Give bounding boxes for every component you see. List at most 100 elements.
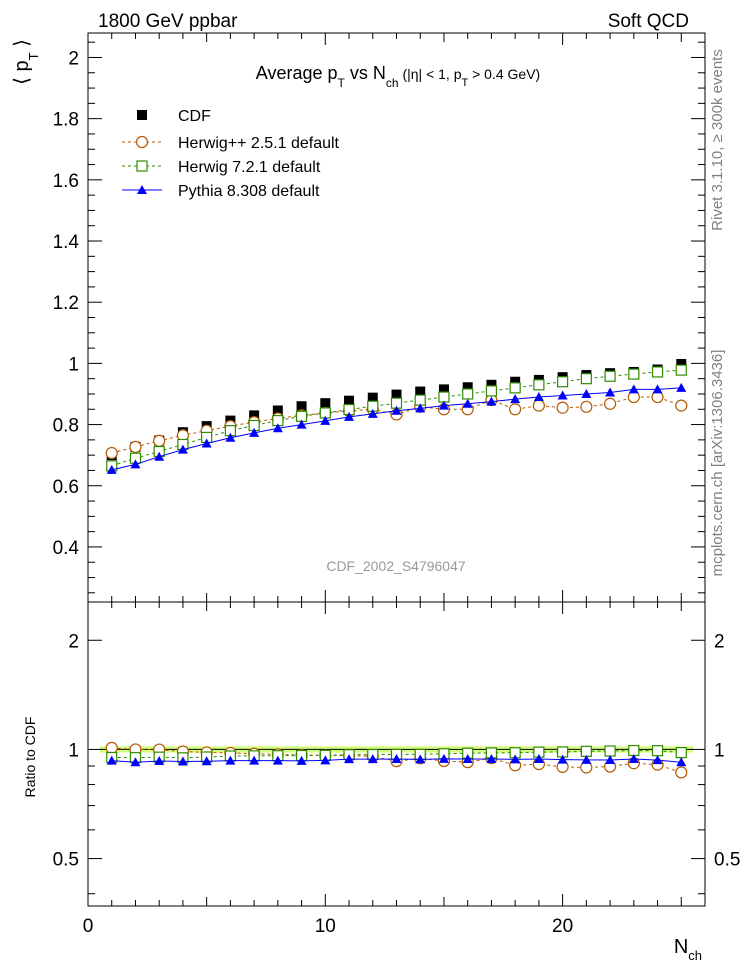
lower-point-pythia xyxy=(320,755,331,765)
upper-point-herwig7 xyxy=(509,382,521,394)
upper-y-tick-label: 1.6 xyxy=(53,171,79,192)
lower-y-tick-label-right: 2 xyxy=(714,631,725,652)
upper-point-pythia xyxy=(676,382,687,392)
lower-point-pythia xyxy=(533,753,544,763)
header-left: 1800 GeV ppbar xyxy=(98,11,238,32)
upper-point-cdf xyxy=(462,382,473,393)
upper-point-pythia xyxy=(296,419,307,429)
lower-point-pythia xyxy=(486,753,497,763)
upper-point-herwig7 xyxy=(485,385,498,397)
legend-marker-herwig7 xyxy=(136,160,148,172)
upper-point-herwigpp xyxy=(556,401,569,414)
upper-point-herwig7 xyxy=(533,379,545,391)
upper-point-pythia xyxy=(154,451,165,461)
legend-marker-pythia xyxy=(137,185,147,194)
upper-point-cdf xyxy=(676,358,687,369)
lower-point-pythia xyxy=(676,757,687,767)
upper-point-cdf xyxy=(415,386,426,397)
upper-point-herwig7 xyxy=(438,391,450,403)
upper-point-pythia xyxy=(415,403,426,413)
upper-point-herwig7 xyxy=(604,370,616,382)
upper-point-pythia xyxy=(533,392,544,402)
lower-point-herwigpp xyxy=(105,741,118,754)
upper-point-pythia xyxy=(605,387,616,397)
lower-point-pythia xyxy=(367,754,378,764)
upper-panel-ticks: 0.4 0.6 0.8 1 1.2 1.4 1.6 1.8 2 xyxy=(53,33,706,602)
upper-point-herwig7 xyxy=(580,373,592,385)
lower-point-pythia xyxy=(628,753,639,763)
side-text-upper: Rivet 3.1.10, ≥ 300k events xyxy=(709,49,726,231)
upper-y-tick-label: 0.8 xyxy=(53,416,79,437)
upper-y-tick-label: 0.4 xyxy=(53,538,80,559)
upper-point-herwigpp xyxy=(580,400,593,413)
lower-panel-ticks: 0 10 20 0.5 0.5 1 1 2 2 xyxy=(53,602,740,937)
upper-point-pythia xyxy=(130,459,141,469)
upper-point-cdf xyxy=(391,389,402,400)
x-axis-label: Nch xyxy=(674,936,702,963)
lower-point-herwig7 xyxy=(675,747,687,759)
upper-title: Average pT vs Nch (|η| < 1, pT > 0.4 GeV… xyxy=(256,63,540,90)
lower-y-axis-label: Ratio to CDF xyxy=(22,717,38,798)
upper-point-herwigpp xyxy=(675,399,688,412)
legend-label-herwigpp: Herwig++ 2.5.1 default xyxy=(178,135,340,152)
upper-point-pythia xyxy=(320,415,331,425)
upper-y-tick-label: 1.2 xyxy=(53,293,79,314)
upper-point-pythia xyxy=(106,464,117,474)
lower-point-pythia xyxy=(652,755,663,765)
x-tick-label: 20 xyxy=(552,916,573,937)
lower-point-pythia xyxy=(438,753,449,763)
upper-point-herwig7 xyxy=(675,364,687,376)
lower-point-pythia xyxy=(581,754,592,764)
upper-point-pythia xyxy=(462,398,473,408)
upper-point-herwig7 xyxy=(557,376,569,388)
upper-point-pythia xyxy=(272,423,283,433)
x-tick-label: 10 xyxy=(315,916,336,937)
upper-point-cdf xyxy=(438,384,449,395)
upper-point-herwig7 xyxy=(462,388,474,400)
upper-point-herwigpp xyxy=(129,440,142,454)
upper-y-tick-label: 0.6 xyxy=(53,477,79,498)
upper-point-pythia xyxy=(177,444,188,454)
upper-point-herwigpp xyxy=(603,397,617,410)
upper-y-tick-label: 1.8 xyxy=(53,110,79,131)
lower-point-pythia xyxy=(296,755,307,765)
lower-point-herwig7 xyxy=(604,745,616,757)
legend-marker-herwigpp xyxy=(135,135,149,149)
upper-point-pythia xyxy=(201,438,212,448)
upper-point-herwigpp xyxy=(509,403,522,416)
upper-point-cdf xyxy=(296,401,307,412)
lower-point-pythia xyxy=(225,755,236,765)
upper-point-cdf xyxy=(367,392,378,403)
legend-label-cdf: CDF xyxy=(178,108,211,125)
upper-point-pythia xyxy=(486,396,497,406)
lower-point-pythia xyxy=(415,754,426,764)
upper-point-pythia xyxy=(225,432,236,442)
lower-point-pythia xyxy=(249,755,260,765)
legend-marker-cdf xyxy=(137,110,147,120)
lower-y-tick-label-right: 1 xyxy=(714,740,725,761)
upper-point-pythia xyxy=(249,427,260,437)
upper-point-cdf xyxy=(510,376,521,387)
upper-point-pythia xyxy=(438,400,449,410)
legend-label-herwig7: Herwig 7.2.1 default xyxy=(178,159,321,176)
lower-point-pythia xyxy=(130,757,141,767)
upper-point-cdf xyxy=(272,405,283,416)
lower-point-herwig7 xyxy=(651,745,664,757)
upper-point-pythia xyxy=(367,408,378,418)
lower-series-layer xyxy=(105,741,688,779)
lower-point-pythia xyxy=(557,754,568,764)
upper-point-cdf xyxy=(249,410,260,421)
upper-point-pythia xyxy=(628,384,639,394)
upper-y-tick-label: 2 xyxy=(68,48,79,69)
analysis-watermark: CDF_2002_S4796047 xyxy=(326,558,466,574)
lower-point-pythia xyxy=(344,754,355,764)
upper-series-layer xyxy=(105,358,688,474)
upper-point-cdf xyxy=(344,395,355,406)
upper-point-pythia xyxy=(391,405,402,415)
legend: CDF Herwig++ 2.5.1 default Herwig 7.2.1 … xyxy=(122,108,340,200)
lower-point-herwig7 xyxy=(580,745,592,757)
lower-point-pythia xyxy=(605,755,616,765)
upper-point-herwig7 xyxy=(628,368,640,380)
lower-y-tick-label-right: 0.5 xyxy=(714,850,740,871)
